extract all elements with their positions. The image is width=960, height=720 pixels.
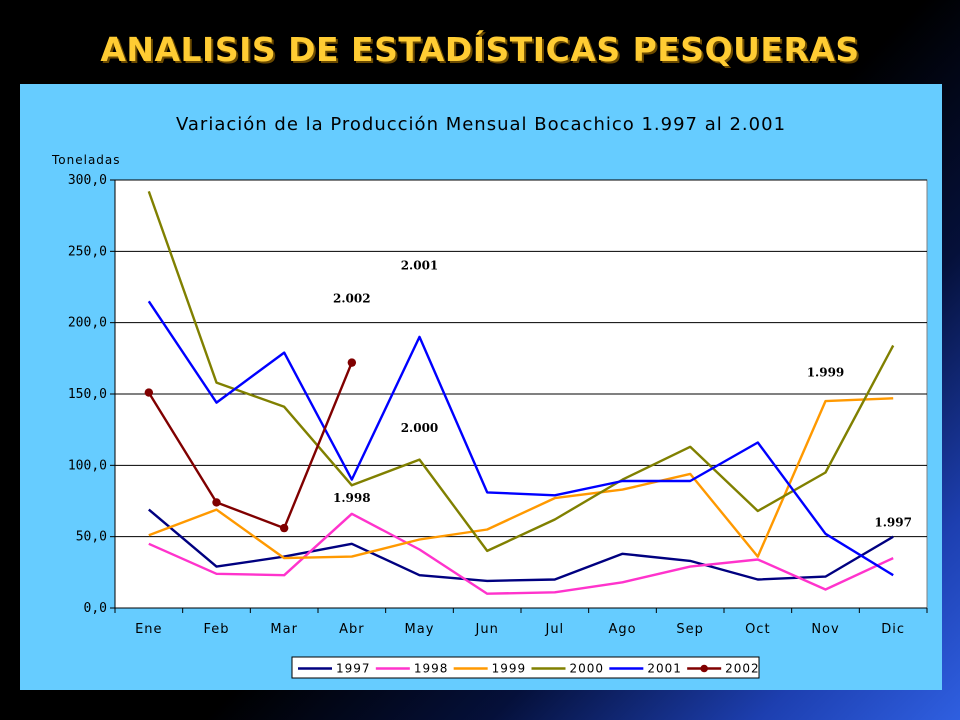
annotation-1-997: 1.997 <box>874 515 912 529</box>
x-tick-label: Jul <box>544 622 564 637</box>
legend: 1997 1998 1999 2000 2001 2002 <box>291 656 760 679</box>
series-line-2001 <box>147 300 894 577</box>
x-tick-label: Abr <box>339 622 365 637</box>
legend-label-1998: 1998 <box>414 662 449 676</box>
x-tick-label: Oct <box>745 622 770 637</box>
annotation-2-002: 2.002 <box>333 291 371 305</box>
x-tick-label: Feb <box>203 622 229 637</box>
legend-box <box>291 656 760 679</box>
legend-label-1997: 1997 <box>336 662 371 676</box>
y-axis-label: Toneladas <box>51 153 121 167</box>
x-tick-label: Ago <box>608 622 636 637</box>
annotation-2-001: 2.001 <box>401 259 439 273</box>
x-tick-label: Nov <box>811 622 839 637</box>
y-tick-label: 100,0 <box>68 458 107 473</box>
annotations: 2.001 2.002 2.000 1.998 1.999 1.997 <box>333 259 912 530</box>
x-tick-label: Jun <box>475 622 499 637</box>
legend-label-2001: 2001 <box>647 662 682 676</box>
data-point-2002 <box>212 498 221 507</box>
x-tick-label: Mar <box>270 622 298 637</box>
series-line-1998 <box>148 512 894 595</box>
y-tick-label: 50,0 <box>76 530 107 545</box>
y-tick-label: 200,0 <box>68 316 107 331</box>
data-point-2002 <box>279 523 289 533</box>
x-tick-label: Ene <box>135 622 162 637</box>
legend-marker-2002 <box>700 664 708 673</box>
series-line-1997 <box>148 508 894 583</box>
line-chart: Variación de la Producción Mensual Bocac… <box>51 114 928 679</box>
data-point-2002 <box>144 388 154 397</box>
chart-title: Variación de la Producción Mensual Bocac… <box>176 114 786 135</box>
legend-label-1999: 1999 <box>492 662 527 676</box>
annotation-2-000: 2.000 <box>401 421 439 435</box>
x-tick-label: May <box>405 622 435 637</box>
series-line-1999 <box>148 397 894 560</box>
annotation-1-998: 1.998 <box>333 491 371 505</box>
series-line-2000 <box>147 190 895 553</box>
y-tick-label: 0,0 <box>84 601 107 616</box>
series-lines <box>144 190 895 595</box>
series-line-2002 <box>147 362 353 530</box>
x-tick-label: Sep <box>676 622 704 637</box>
data-point-2002 <box>347 358 357 367</box>
axes: 0,0 50,0 100,0 150,0 200,0 250,0 300,0 Ene Feb Ma… <box>68 173 928 637</box>
x-tick-label: Dic <box>881 622 905 637</box>
chart-panel: Variación de la Producción Mensual Bocac… <box>20 84 942 690</box>
annotation-1-999: 1.999 <box>807 366 845 380</box>
legend-label-2000: 2000 <box>570 662 605 676</box>
legend-label-2002: 2002 <box>725 662 760 676</box>
y-tick-label: 250,0 <box>68 244 107 259</box>
slide-title: ANALISIS DE ESTADÍSTICAS PESQUERAS <box>100 30 860 69</box>
y-tick-label: 150,0 <box>68 387 107 402</box>
y-tick-label: 300,0 <box>68 173 107 188</box>
